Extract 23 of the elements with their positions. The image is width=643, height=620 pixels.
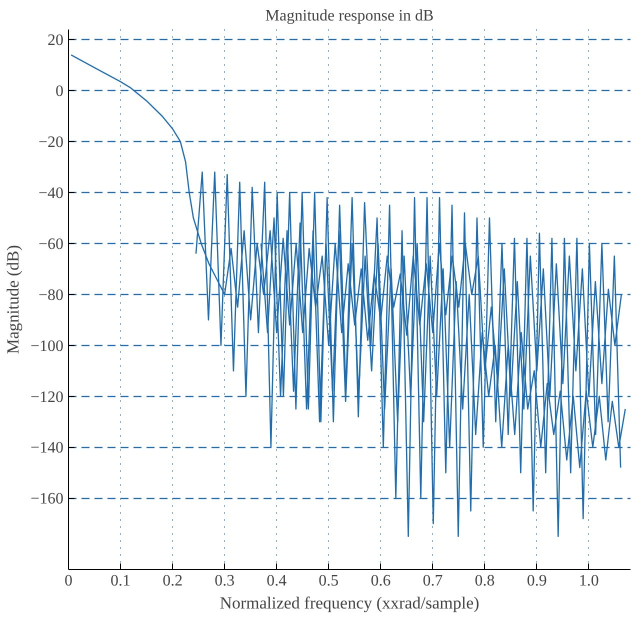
- y-tick-label: −120: [30, 388, 64, 406]
- x-tick-label: 0.8: [474, 572, 495, 590]
- x-tick-label: 0.7: [422, 572, 443, 590]
- y-tick-label: −160: [30, 490, 64, 508]
- y-tick-label: −140: [30, 440, 64, 457]
- x-tick-label: 0.5: [318, 572, 339, 590]
- x-tick-label: 0.9: [526, 572, 547, 590]
- x-tick-label: 0.3: [214, 572, 235, 590]
- y-tick-label: −40: [38, 185, 64, 202]
- y-tick-label: −60: [38, 236, 64, 253]
- y-tick-label: 0: [56, 83, 64, 100]
- x-tick-label: 0.6: [370, 572, 391, 590]
- x-tick-label: 0.2: [162, 572, 183, 590]
- x-tick-label: 0.4: [266, 572, 287, 590]
- y-tick-label: −80: [38, 286, 64, 304]
- y-tick-label: −20: [38, 134, 64, 152]
- y-tick-label: −100: [30, 338, 64, 355]
- x-axis-title: Normalized frequency (xxrad/sample): [220, 594, 480, 612]
- y-axis-title: Magnitude (dB): [3, 244, 22, 354]
- y-tick-label: 20: [48, 32, 64, 50]
- x-tick-label: 0.1: [110, 572, 131, 590]
- chart-title: Magnitude response in dB: [265, 8, 434, 24]
- x-tick-label: 1.0: [578, 572, 599, 590]
